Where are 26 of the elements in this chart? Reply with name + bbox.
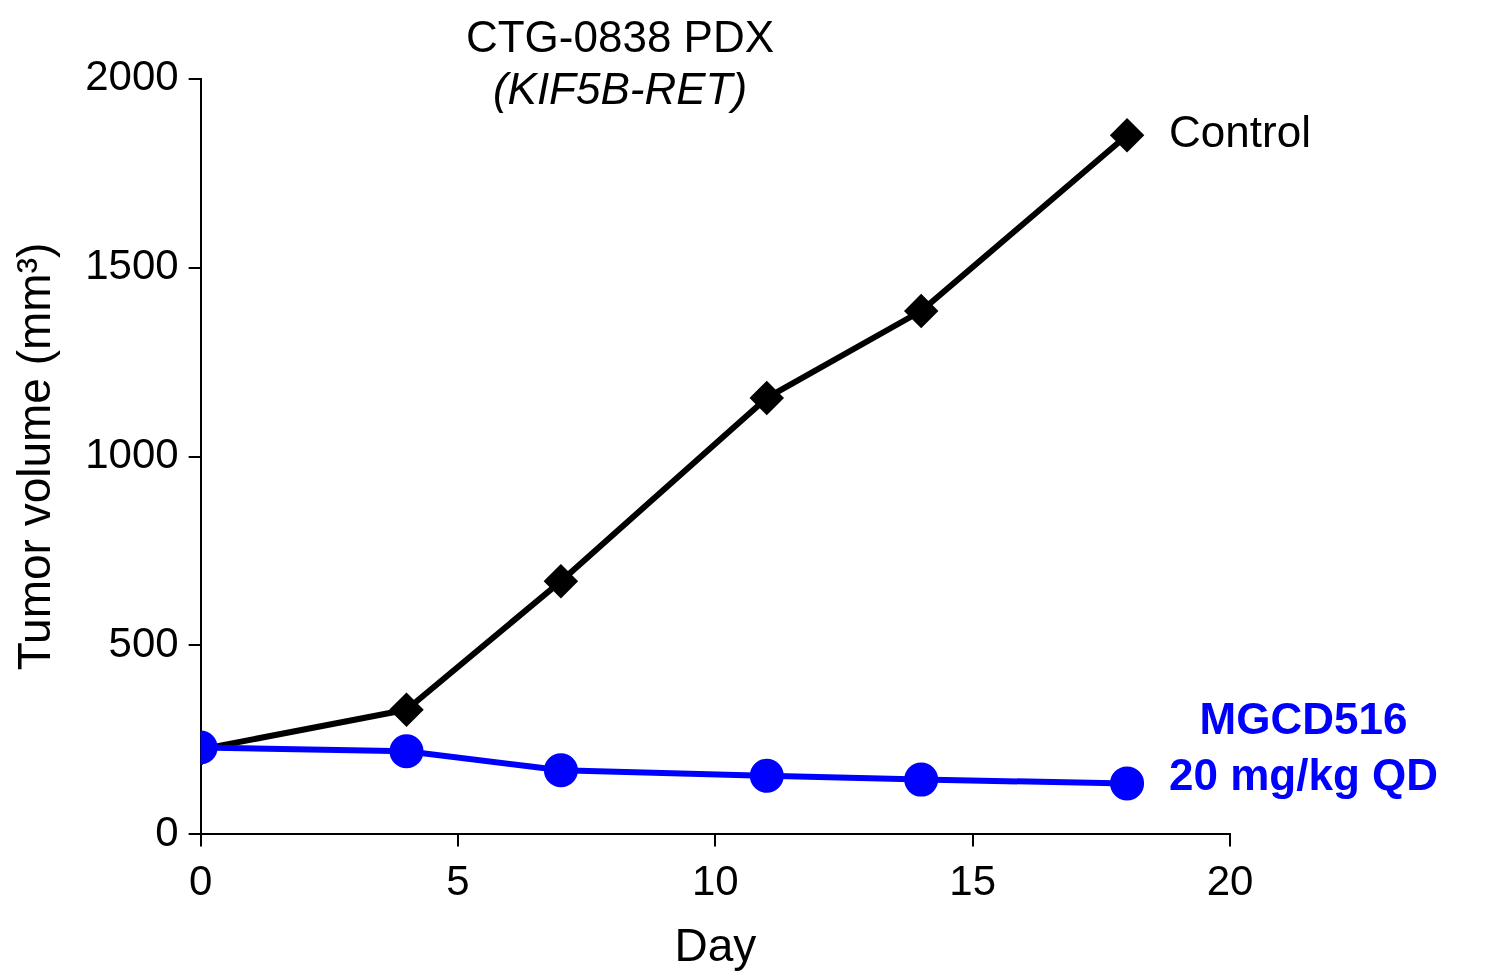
point: [904, 762, 939, 797]
point: [1111, 119, 1144, 152]
chart-subtitle: (KIF5B-RET): [492, 64, 748, 114]
x-axis-title: Day: [674, 919, 757, 972]
point: [750, 381, 783, 414]
y-tick-label: 0: [155, 807, 179, 855]
y-tick-label: 500: [108, 619, 179, 667]
y-axis-title: Tumor volume (mm³): [8, 242, 61, 671]
point: [543, 753, 578, 788]
y-tick-label: 1000: [85, 430, 179, 478]
x-tick-label: 0: [188, 857, 213, 905]
point: [1110, 766, 1145, 801]
x-tick-label: 5: [446, 857, 470, 905]
point: [389, 734, 424, 769]
y-tick-label: 2000: [85, 52, 179, 100]
x-tick-label: 15: [949, 857, 997, 905]
point: [390, 693, 423, 726]
point: [749, 758, 784, 793]
chart-title: CTG-0838 PDX: [465, 11, 775, 61]
series-label: MGCD516 20 mg/kg QD: [1169, 693, 1439, 799]
x-tick-label: 10: [691, 857, 739, 905]
point: [544, 565, 577, 598]
y-tick-label: 1500: [85, 241, 179, 289]
x-tick-label: 20: [1206, 857, 1254, 905]
series-label: Control: [1169, 107, 1311, 157]
point: [905, 295, 938, 328]
